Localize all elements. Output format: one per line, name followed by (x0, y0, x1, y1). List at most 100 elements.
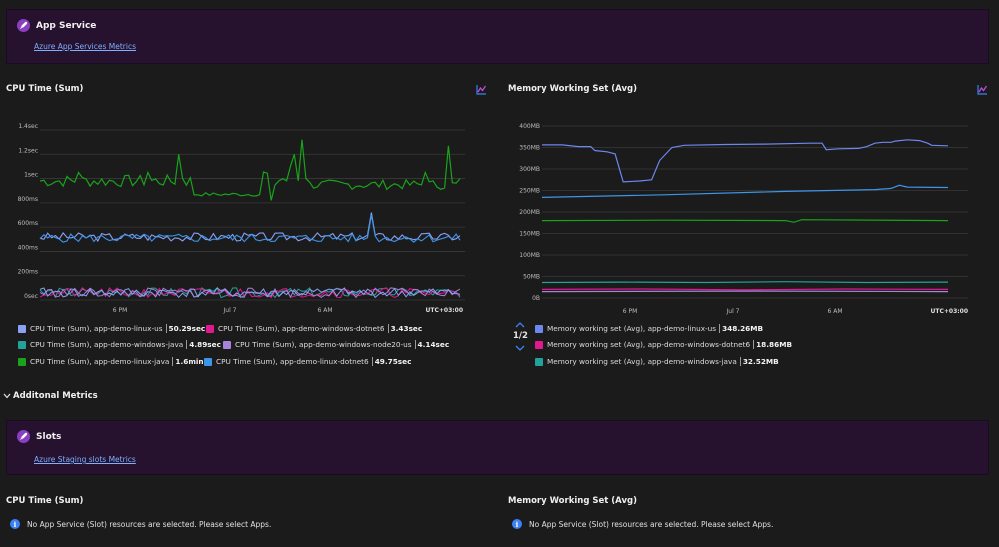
legend-label: CPU Time (Sum), app-demo-windows-java (30, 340, 184, 349)
legend-value: 49.75sec (371, 357, 411, 366)
cpu-x-tick: 6 PM (113, 307, 128, 314)
mem-series-line (541, 219, 949, 223)
slots-title: Slots (36, 431, 62, 442)
legend-value: 50.29sec (165, 324, 205, 333)
slot-mem-title: Memory Working Set (Avg) (508, 496, 637, 506)
mem-y-tick: 350MB (519, 145, 540, 152)
legend-swatch (535, 340, 543, 349)
legend-swatch (18, 340, 26, 349)
legend-pager: 1/2 (513, 331, 528, 341)
chevron-up-icon[interactable] (515, 322, 525, 328)
mem-y-tick: 0B (532, 295, 540, 302)
legend-value: 3.43sec (387, 324, 422, 333)
legend-label: CPU Time (Sum), app-demo-linux-dotnet6 (216, 357, 369, 366)
cpu-y-tick: 600ms (18, 220, 38, 227)
slot-cpu-message: i No App Service (Slot) resources are se… (10, 519, 271, 529)
legend-swatch (204, 357, 212, 366)
cpu-y-tick: 1.2sec (18, 147, 38, 154)
legend-label: CPU Time (Sum), app-demo-linux-java (30, 357, 170, 366)
legend-value: 348.26MB (719, 324, 763, 333)
mem-y-tick: 200MB (519, 209, 540, 216)
slot-cpu-message-text: No App Service (Slot) resources are sele… (27, 519, 272, 529)
legend-value: 4.14sec (414, 340, 449, 349)
legend-swatch (18, 324, 26, 333)
legend-value: 32.52MB (739, 357, 779, 366)
additional-metrics-toggle[interactable]: Additonal Metrics (13, 391, 98, 401)
legend-value: 1.6min (172, 357, 204, 366)
slots-banner: Slots Azure Staging slots Metrics (6, 420, 989, 475)
legend-swatch (535, 324, 543, 333)
mem-series-line (541, 184, 949, 198)
mem-legend-item[interactable]: Memory working set (Avg), app-demo-windo… (535, 340, 792, 349)
legend-value: 18.86MB (753, 340, 792, 349)
mem-series-line (541, 288, 949, 291)
legend-swatch (535, 357, 543, 366)
mem-x-tick: Jul 7 (726, 308, 740, 315)
cpu-timezone: UTC+03:00 (426, 307, 464, 314)
cpu-x-tick: Jul 7 (223, 307, 237, 314)
mem-timezone: UTC+03:00 (931, 308, 969, 315)
mem-y-tick: 400MB (519, 123, 540, 130)
chart-icon[interactable] (476, 84, 487, 95)
app-services-metrics-link[interactable]: Azure App Services Metrics (34, 42, 137, 51)
slot-cpu-title: CPU Time (Sum) (6, 496, 84, 506)
cpu-y-tick: 1sec (24, 172, 38, 179)
cpu-legend-item[interactable]: CPU Time (Sum), app-demo-linux-dotnet6 49… (204, 357, 411, 366)
rocket-icon (17, 430, 30, 443)
mem-y-tick: 300MB (519, 166, 540, 173)
info-icon: i (512, 519, 522, 529)
cpu-legend-item[interactable]: CPU Time (Sum), app-demo-windows-node20-… (223, 340, 449, 349)
cpu-y-tick: 800ms (18, 196, 38, 203)
mem-series-line (542, 139, 949, 183)
slot-mem-message-text: No App Service (Slot) resources are sele… (529, 519, 774, 529)
slot-mem-message: i No App Service (Slot) resources are se… (512, 519, 773, 529)
chevron-down-icon[interactable] (515, 345, 525, 351)
cpu-series-line (39, 139, 461, 201)
cpu-legend-item[interactable]: CPU Time (Sum), app-demo-windows-java 4.8… (18, 340, 221, 349)
mem-series-line (541, 281, 949, 284)
mem-legend-item[interactable]: Memory working set (Avg), app-demo-linux… (535, 324, 763, 333)
cpu-series-line (39, 214, 461, 243)
cpu-legend-item[interactable]: CPU Time (Sum), app-demo-linux-us 50.29se… (18, 324, 205, 333)
rocket-icon (17, 19, 30, 32)
mem-x-tick: 6 PM (623, 308, 638, 315)
mem-y-tick: 150MB (519, 231, 540, 238)
mem-y-tick: 50MB (523, 274, 540, 281)
mem-x-tick: 6 AM (827, 308, 842, 315)
chevron-down-icon[interactable] (3, 393, 11, 399)
cpu-y-tick: 0sec (24, 293, 38, 300)
legend-label: CPU Time (Sum), app-demo-windows-node20-… (235, 340, 412, 349)
memory-chart[interactable]: 400MB 350MB 300MB 250MB 200MB 150MB 100MB 50MB 0… (500, 118, 990, 320)
mem-y-tick: 250MB (519, 188, 540, 195)
mem-chart-title: Memory Working Set (Avg) (508, 84, 637, 94)
legend-swatch (18, 357, 26, 366)
cpu-series-line (39, 287, 461, 299)
legend-label: Memory working set (Avg), app-demo-windo… (547, 340, 751, 349)
mem-legend-item[interactable]: Memory working set (Avg), app-demo-windo… (535, 357, 779, 366)
cpu-y-tick: 1.4sec (18, 123, 38, 130)
cpu-series-line (39, 287, 461, 299)
cpu-x-tick: 6 AM (317, 307, 332, 314)
cpu-chart[interactable]: 1.4sec 1.2sec 1sec 800ms 600ms 400ms 200ms 0sec… (0, 120, 470, 320)
slots-header: Slots (17, 430, 61, 443)
legend-label: Memory working set (Avg), app-demo-linux… (547, 324, 717, 333)
chart-icon[interactable] (977, 84, 988, 95)
legend-swatch (206, 324, 214, 333)
app-service-header: App Service (17, 19, 96, 32)
cpu-y-tick: 400ms (18, 244, 38, 251)
cpu-series-line (39, 287, 461, 299)
app-service-title: App Service (36, 20, 97, 31)
staging-slots-metrics-link[interactable]: Azure Staging slots Metrics (34, 455, 136, 464)
legend-value: 4.89sec (186, 340, 221, 349)
info-icon: i (10, 519, 20, 529)
cpu-legend-item[interactable]: CPU Time (Sum), app-demo-linux-java 1.6mi… (18, 357, 204, 366)
legend-label: Memory working set (Avg), app-demo-windo… (547, 357, 737, 366)
mem-y-tick: 100MB (519, 252, 540, 259)
cpu-y-tick: 200ms (18, 269, 38, 276)
app-service-banner: App Service Azure App Services Metrics (6, 9, 989, 64)
mem-series-line (541, 290, 949, 293)
cpu-legend-item[interactable]: CPU Time (Sum), app-demo-windows-dotnet6… (206, 324, 422, 333)
legend-swatch (223, 340, 231, 349)
legend-label: CPU Time (Sum), app-demo-linux-us (30, 324, 163, 333)
cpu-chart-title: CPU Time (Sum) (6, 84, 84, 94)
